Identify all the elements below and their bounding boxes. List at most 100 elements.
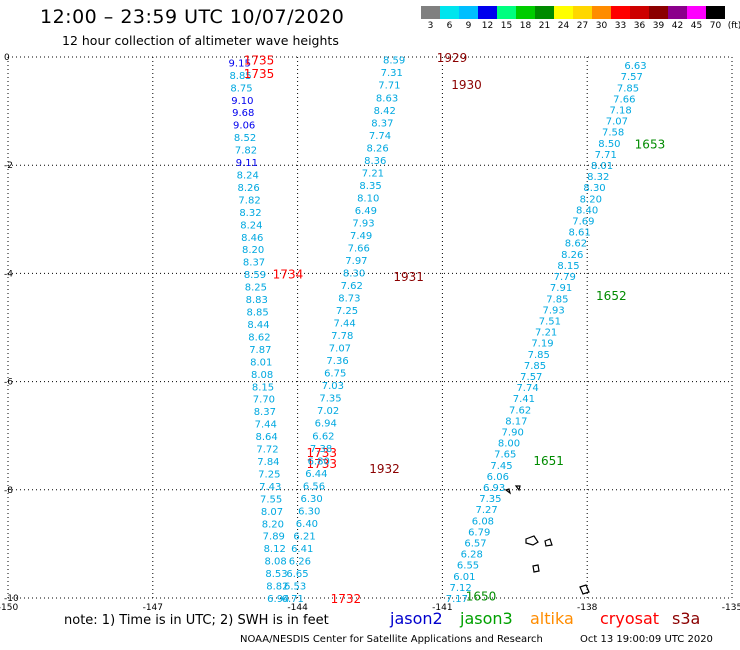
swh-value: 7.12 bbox=[449, 583, 471, 594]
scale-label: 30 bbox=[595, 21, 608, 31]
swh-value: 6.28 bbox=[461, 550, 483, 561]
scale-label: 12 bbox=[481, 21, 494, 31]
swh-value: 8.36 bbox=[364, 156, 386, 167]
swh-value: 8.32 bbox=[239, 208, 261, 219]
swh-value: 8.37 bbox=[243, 258, 265, 269]
time-label: 1651 bbox=[533, 454, 564, 468]
swh-value: 7.38 bbox=[310, 444, 332, 455]
scale-swatch bbox=[554, 6, 573, 19]
swh-value: 6.30 bbox=[298, 506, 320, 517]
swh-value: 8.25 bbox=[245, 283, 267, 294]
swh-value: 8.40 bbox=[576, 205, 598, 216]
swh-value: 9.10 bbox=[231, 96, 253, 107]
island-outline bbox=[579, 584, 590, 595]
scale-swatch bbox=[668, 6, 687, 19]
scale-label: 21 bbox=[538, 21, 551, 31]
swh-value: 7.44 bbox=[333, 319, 355, 330]
legend-altika: altika bbox=[530, 609, 574, 628]
swh-value: 8.37 bbox=[254, 407, 276, 418]
swh-value: 7.89 bbox=[263, 532, 285, 543]
swh-value: 8.07 bbox=[261, 507, 283, 518]
swh-value: 7.25 bbox=[336, 306, 358, 317]
scale-swatch bbox=[706, 6, 725, 19]
time-label: 1735 bbox=[244, 67, 275, 81]
swh-value: 7.07 bbox=[606, 117, 628, 128]
swh-value: 6.75 bbox=[324, 369, 346, 380]
swh-value: 7.85 bbox=[546, 294, 568, 305]
swh-value: 7.84 bbox=[257, 457, 279, 468]
footnote: note: 1) Time is in UTC; 2) SWH is in fe… bbox=[64, 613, 329, 628]
swh-value: 7.71 bbox=[595, 150, 617, 161]
swh-value: 8.59 bbox=[244, 270, 266, 281]
swh-value: 7.90 bbox=[502, 427, 524, 438]
scale-swatch bbox=[573, 6, 592, 19]
swh-value: 8.44 bbox=[247, 320, 269, 331]
swh-value: 7.31 bbox=[381, 68, 403, 79]
swh-value: 7.55 bbox=[260, 494, 282, 505]
x-tick-label: -135 bbox=[722, 603, 740, 613]
island-outline bbox=[514, 485, 521, 492]
scale-label: 39 bbox=[652, 21, 665, 31]
swh-value: 7.35 bbox=[479, 494, 501, 505]
swh-value: 7.02 bbox=[317, 406, 339, 417]
y-tick-label: -6 bbox=[4, 378, 13, 388]
y-tick-label: -10 bbox=[4, 594, 19, 604]
legend-jason3: jason3 bbox=[460, 609, 513, 628]
island-outline bbox=[525, 535, 539, 546]
swh-value: 8.15 bbox=[557, 261, 579, 272]
swh-value: 6.55 bbox=[457, 561, 479, 572]
scale-swatch bbox=[516, 6, 535, 19]
timestamp-text: Oct 13 19:00:09 UTC 2020 bbox=[580, 634, 713, 645]
scale-swatch bbox=[687, 6, 706, 19]
y-tick-label: -8 bbox=[4, 486, 13, 496]
swh-value: 6.30 bbox=[300, 494, 322, 505]
x-tick-label: -150 bbox=[0, 603, 18, 613]
swh-value: 8.75 bbox=[230, 83, 252, 94]
page-title: 12:00 – 23:59 UTC 10/07/2020 bbox=[40, 6, 345, 28]
x-tick-label: -147 bbox=[143, 603, 163, 613]
island-outline bbox=[504, 488, 511, 495]
swh-value: 8.20 bbox=[242, 245, 264, 256]
swh-value: 6.62 bbox=[312, 431, 334, 442]
swh-value: 8.50 bbox=[598, 139, 620, 150]
swh-value: 6.21 bbox=[293, 531, 315, 542]
swh-value: 8.61 bbox=[569, 228, 591, 239]
swh-value: 9.11 bbox=[236, 158, 258, 169]
swh-value: 9.06 bbox=[233, 121, 255, 132]
swh-value: 8.20 bbox=[262, 519, 284, 530]
swh-value: 7.21 bbox=[362, 168, 384, 179]
scale-label: 18 bbox=[519, 21, 532, 31]
scale-swatch bbox=[630, 6, 649, 19]
swh-value: 7.57 bbox=[520, 372, 542, 383]
swh-value: 8.42 bbox=[374, 106, 396, 117]
swh-value: 7.74 bbox=[516, 383, 538, 394]
swh-value: 8.01 bbox=[591, 161, 613, 172]
swh-value: 7.17 bbox=[446, 594, 468, 605]
time-label: 1650 bbox=[466, 589, 497, 603]
swh-value: 8.17 bbox=[505, 416, 527, 427]
swh-value: 7.85 bbox=[524, 361, 546, 372]
swh-value: 8.08 bbox=[264, 557, 286, 568]
swh-value: 6.08 bbox=[472, 516, 494, 527]
swh-value: 6.01 bbox=[453, 572, 475, 583]
swh-value: 8.64 bbox=[255, 432, 277, 443]
time-label: 1932 bbox=[369, 462, 400, 476]
swh-value: 8.53 bbox=[265, 569, 287, 580]
swh-value: 8.85 bbox=[229, 71, 251, 82]
swh-value: 8.30 bbox=[583, 183, 605, 194]
scale-swatch bbox=[440, 6, 459, 19]
swh-value: 7.18 bbox=[609, 106, 631, 117]
page-subtitle: 12 hour collection of altimeter wave hei… bbox=[62, 33, 339, 48]
swh-value: 8.30 bbox=[343, 269, 365, 280]
swh-value: 8.82 bbox=[266, 582, 288, 593]
scale-label: 9 bbox=[465, 21, 472, 31]
swh-value: 7.65 bbox=[494, 450, 516, 461]
time-label: 1931 bbox=[393, 270, 424, 284]
swh-value: 8.26 bbox=[561, 250, 583, 261]
swh-value: 9.68 bbox=[232, 108, 254, 119]
swh-value: 7.41 bbox=[513, 394, 535, 405]
scale-label: 42 bbox=[671, 21, 684, 31]
swh-value: 6.79 bbox=[468, 527, 490, 538]
scale-swatch bbox=[478, 6, 497, 19]
